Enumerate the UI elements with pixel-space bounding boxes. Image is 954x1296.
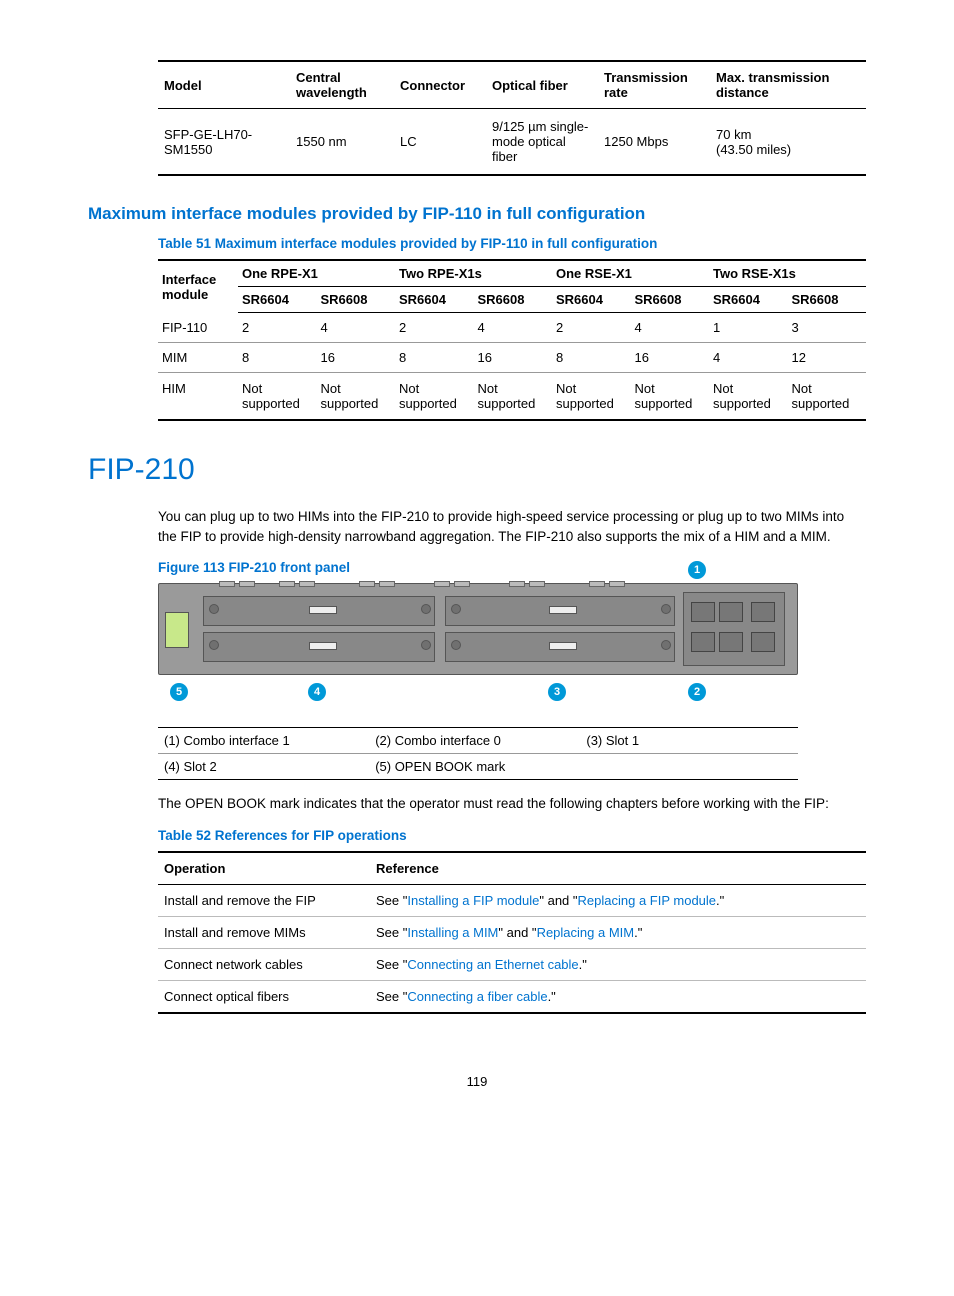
- col-fiber: Optical fiber: [486, 61, 598, 109]
- grp-2: One RSE-X1: [552, 260, 709, 287]
- para-intro: You can plug up to two HIMs into the FIP…: [158, 507, 866, 546]
- grp-1: Two RPE-X1s: [395, 260, 552, 287]
- col-dist: Max. transmission distance: [710, 61, 866, 109]
- grp-0: One RPE-X1: [238, 260, 395, 287]
- heading-fip-210: FIP-210: [88, 453, 866, 487]
- modules-table: Interface module One RPE-X1 Two RPE-X1s …: [158, 259, 866, 421]
- callout-2-icon: 2: [688, 683, 706, 701]
- col-model: Model: [158, 61, 290, 109]
- link-replace-mim[interactable]: Replacing a MIM: [537, 925, 635, 940]
- table-row: HIM Not supported Not supported Not supp…: [158, 373, 866, 421]
- open-book-icon: [165, 612, 189, 648]
- spec-table: Model Central wavelength Connector Optic…: [158, 60, 866, 176]
- table52-caption: Table 52 References for FIP operations: [158, 828, 866, 843]
- sub-6: SR6604: [709, 287, 788, 313]
- link-replace-fip[interactable]: Replacing a FIP module: [578, 893, 717, 908]
- cell-connector: LC: [394, 109, 486, 176]
- cell-rate: 1250 Mbps: [598, 109, 710, 176]
- references-table: Operation Reference Install and remove t…: [158, 851, 866, 1014]
- callout-5-icon: 5: [170, 683, 188, 701]
- sub-7: SR6608: [788, 287, 867, 313]
- legend-table: (1) Combo interface 1 (2) Combo interfac…: [158, 727, 798, 780]
- link-install-mim[interactable]: Installing a MIM: [407, 925, 498, 940]
- col-wavelength: Central wavelength: [290, 61, 394, 109]
- sub-0: SR6604: [238, 287, 317, 313]
- sub-3: SR6608: [474, 287, 553, 313]
- link-connect-ethernet[interactable]: Connecting an Ethernet cable: [407, 957, 578, 972]
- col-reference: Reference: [370, 852, 866, 885]
- table-row: FIP-110 2 4 2 4 2 4 1 3: [158, 313, 866, 343]
- callout-3-icon: 3: [548, 683, 566, 701]
- fip-210-diagram: [158, 583, 798, 675]
- legend-cell: [580, 754, 798, 780]
- callout-4-icon: 4: [308, 683, 326, 701]
- page-number: 119: [88, 1074, 866, 1089]
- col-operation: Operation: [158, 852, 370, 885]
- legend-cell: (1) Combo interface 1: [158, 728, 369, 754]
- cell-wavelength: 1550 nm: [290, 109, 394, 176]
- sub-1: SR6608: [317, 287, 396, 313]
- col-interface: Interface module: [158, 260, 238, 313]
- callout-1-icon: 1: [688, 561, 706, 579]
- sub-5: SR6608: [631, 287, 710, 313]
- grp-3: Two RSE-X1s: [709, 260, 866, 287]
- table-row: Install and remove MIMs See "Installing …: [158, 916, 866, 948]
- para-openbook: The OPEN BOOK mark indicates that the op…: [158, 794, 866, 814]
- link-connect-fiber[interactable]: Connecting a fiber cable: [407, 989, 547, 1004]
- cell-model: SFP-GE-LH70-SM1550: [158, 109, 290, 176]
- table51-caption: Table 51 Maximum interface modules provi…: [158, 236, 866, 251]
- figure-caption: Figure 113 FIP-210 front panel: [158, 560, 866, 575]
- table-row: Install and remove the FIP See "Installi…: [158, 884, 866, 916]
- table-row: MIM 8 16 8 16 8 16 4 12: [158, 343, 866, 373]
- table-row: Connect optical fibers See "Connecting a…: [158, 980, 866, 1013]
- heading-max-modules: Maximum interface modules provided by FI…: [88, 204, 866, 224]
- table-row: Connect network cables See "Connecting a…: [158, 948, 866, 980]
- cell-fiber: 9/125 µm single-mode optical fiber: [486, 109, 598, 176]
- sub-2: SR6604: [395, 287, 474, 313]
- col-rate: Transmission rate: [598, 61, 710, 109]
- legend-cell: (5) OPEN BOOK mark: [369, 754, 580, 780]
- cell-dist: 70 km (43.50 miles): [710, 109, 866, 176]
- sub-4: SR6604: [552, 287, 631, 313]
- link-install-fip[interactable]: Installing a FIP module: [407, 893, 539, 908]
- legend-cell: (3) Slot 1: [580, 728, 798, 754]
- legend-cell: (4) Slot 2: [158, 754, 369, 780]
- legend-cell: (2) Combo interface 0: [369, 728, 580, 754]
- col-connector: Connector: [394, 61, 486, 109]
